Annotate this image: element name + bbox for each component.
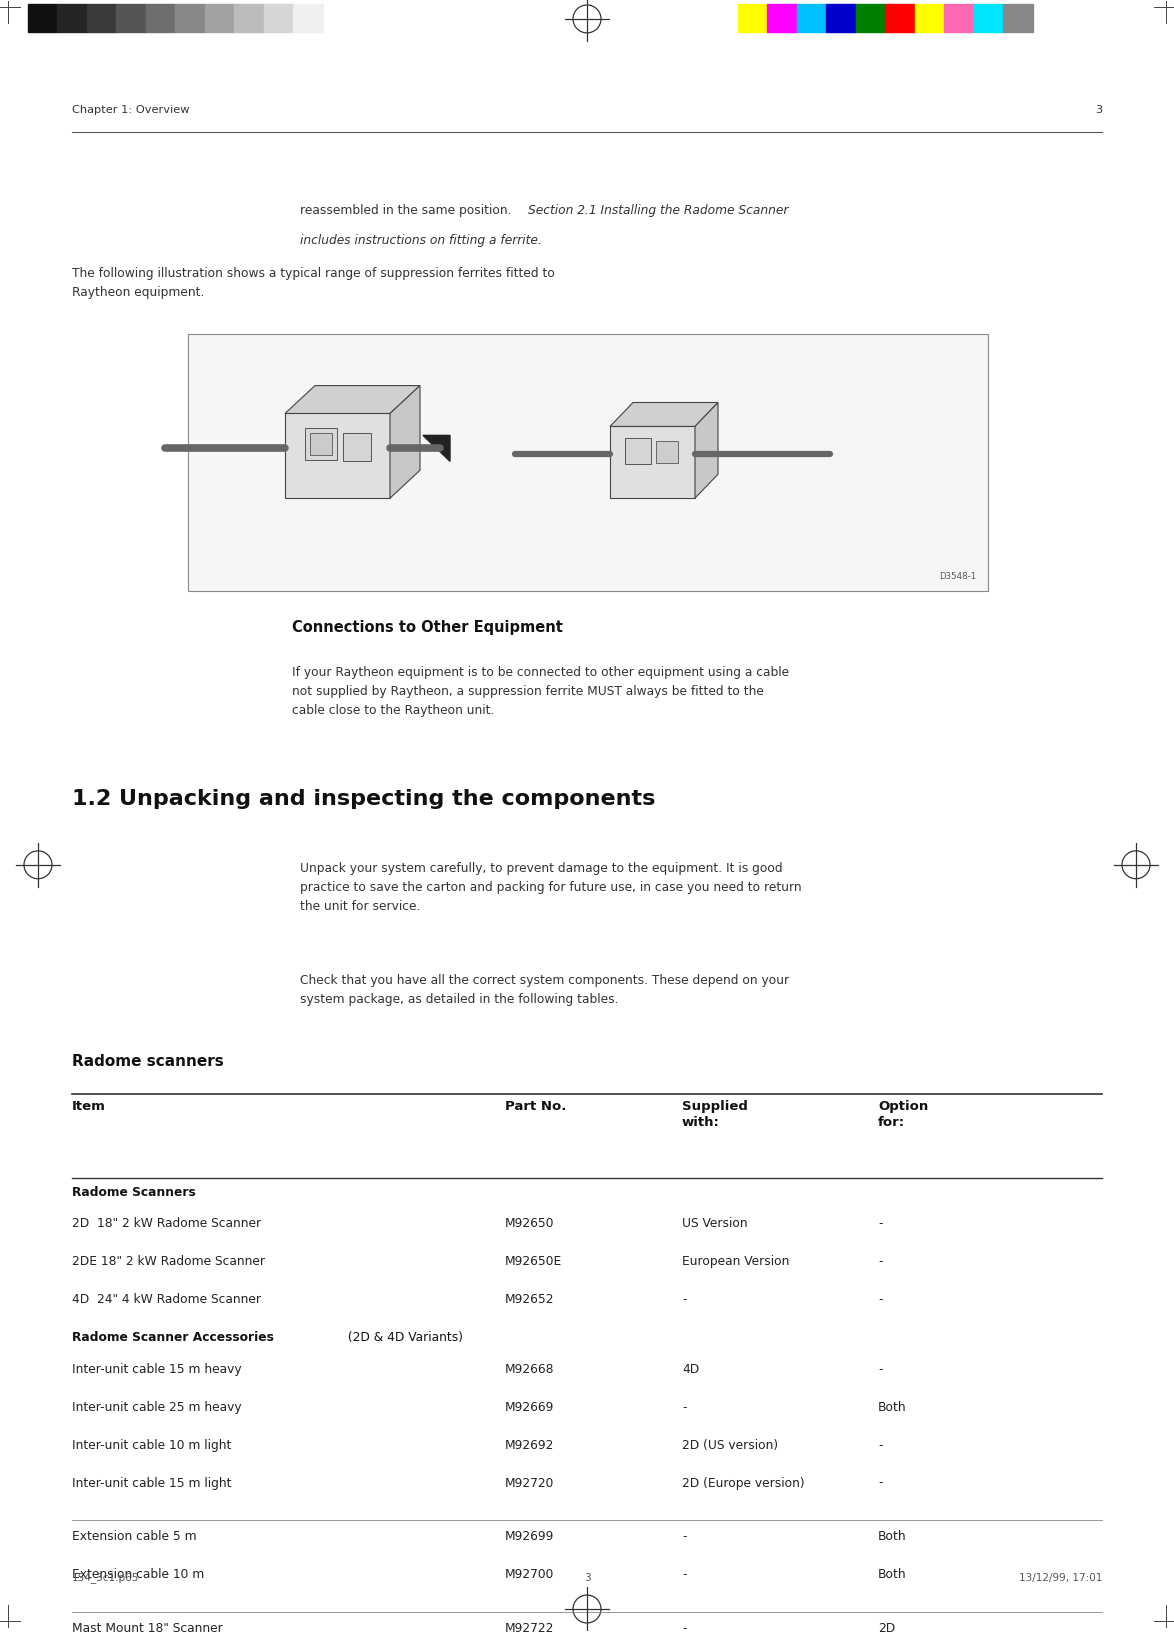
Text: -: -	[878, 1364, 883, 1377]
Bar	[146, 3, 175, 31]
Bar	[945, 3, 974, 31]
Bar	[305, 429, 337, 460]
Text: Check that you have all the correct system components. These depend on your
syst: Check that you have all the correct syst…	[301, 974, 789, 1007]
Text: D3548-1: D3548-1	[939, 571, 976, 581]
Text: Radome scanners: Radome scanners	[72, 1054, 224, 1069]
Text: 2DE 18" 2 kW Radome Scanner: 2DE 18" 2 kW Radome Scanner	[72, 1256, 265, 1269]
Text: (2D & 4D Variants): (2D & 4D Variants)	[344, 1331, 463, 1344]
Text: M92722: M92722	[505, 1622, 554, 1635]
Text: Both: Both	[878, 1568, 906, 1581]
Text: Unpack your system carefully, to prevent damage to the equipment. It is good
pra: Unpack your system carefully, to prevent…	[301, 861, 802, 913]
Text: Radome Scanner Accessories: Radome Scanner Accessories	[72, 1331, 274, 1344]
Bar	[87, 3, 116, 31]
Bar	[116, 3, 146, 31]
Bar	[768, 3, 797, 31]
Text: US Version: US Version	[682, 1218, 748, 1231]
Bar	[826, 3, 856, 31]
Bar	[625, 439, 652, 465]
Text: 2D (Europe version): 2D (Europe version)	[682, 1477, 804, 1490]
Polygon shape	[285, 386, 420, 414]
Text: 3: 3	[1094, 105, 1102, 115]
Text: Item: Item	[72, 1100, 106, 1113]
Text: M92650E: M92650E	[505, 1256, 562, 1269]
Polygon shape	[390, 386, 420, 498]
Text: If your Raytheon equipment is to be connected to other equipment using a cable
n: If your Raytheon equipment is to be conn…	[292, 666, 789, 717]
Text: Inter-unit cable 25 m heavy: Inter-unit cable 25 m heavy	[72, 1401, 242, 1414]
Bar	[205, 3, 235, 31]
Text: M92650: M92650	[505, 1218, 554, 1231]
Text: -: -	[682, 1568, 687, 1581]
Text: -: -	[682, 1622, 687, 1635]
Text: 4D: 4D	[682, 1364, 700, 1377]
Text: Extension cable 5 m: Extension cable 5 m	[72, 1531, 196, 1544]
Text: includes instructions on fitting a ferrite.: includes instructions on fitting a ferri…	[301, 234, 541, 247]
Bar	[285, 414, 390, 498]
Bar	[974, 3, 1004, 31]
Text: M92700: M92700	[505, 1568, 554, 1581]
Text: 2D  18" 2 kW Radome Scanner: 2D 18" 2 kW Radome Scanner	[72, 1218, 261, 1231]
Text: -: -	[878, 1218, 883, 1231]
Text: 154_3c1.p65: 154_3c1.p65	[72, 1572, 140, 1583]
Polygon shape	[695, 403, 718, 498]
Bar	[294, 3, 323, 31]
Bar	[58, 3, 87, 31]
Text: M92669: M92669	[505, 1401, 554, 1414]
Bar	[343, 434, 371, 462]
Text: 13/12/99, 17:01: 13/12/99, 17:01	[1019, 1573, 1102, 1583]
Bar	[856, 3, 885, 31]
Text: Both: Both	[878, 1401, 906, 1414]
Text: Part No.: Part No.	[505, 1100, 566, 1113]
Bar	[188, 334, 989, 591]
Text: 1.2 Unpacking and inspecting the components: 1.2 Unpacking and inspecting the compone…	[72, 789, 655, 809]
Text: Supplied
with:: Supplied with:	[682, 1100, 748, 1130]
Text: 2D (US version): 2D (US version)	[682, 1439, 778, 1452]
Bar	[1004, 3, 1033, 31]
Text: Section 2.1 Installing the Radome Scanner: Section 2.1 Installing the Radome Scanne…	[528, 205, 789, 218]
Text: Mast Mount 18" Scanner: Mast Mount 18" Scanner	[72, 1622, 223, 1635]
Text: Inter-unit cable 10 m light: Inter-unit cable 10 m light	[72, 1439, 231, 1452]
Text: Extension cable 10 m: Extension cable 10 m	[72, 1568, 204, 1581]
Text: M92692: M92692	[505, 1439, 554, 1452]
Text: -: -	[682, 1401, 687, 1414]
Text: Connections to Other Equipment: Connections to Other Equipment	[292, 620, 562, 635]
Bar	[28, 3, 58, 31]
Text: reassembled in the same position.: reassembled in the same position.	[301, 205, 515, 218]
Text: Radome Scanners: Radome Scanners	[72, 1185, 196, 1198]
Text: Inter-unit cable 15 m heavy: Inter-unit cable 15 m heavy	[72, 1364, 242, 1377]
Text: M92720: M92720	[505, 1477, 554, 1490]
Bar	[915, 3, 945, 31]
Text: Option
for:: Option for:	[878, 1100, 929, 1130]
Text: Chapter 1: Overview: Chapter 1: Overview	[72, 105, 189, 115]
Bar	[310, 434, 332, 455]
Text: -: -	[878, 1439, 883, 1452]
Text: M92699: M92699	[505, 1531, 554, 1544]
Text: -: -	[878, 1256, 883, 1269]
Text: -: -	[878, 1477, 883, 1490]
Text: M92668: M92668	[505, 1364, 554, 1377]
Bar	[610, 426, 695, 498]
Text: 3: 3	[583, 1573, 591, 1583]
Bar	[264, 3, 294, 31]
Bar	[885, 3, 915, 31]
Text: European Version: European Version	[682, 1256, 789, 1269]
Text: Both: Both	[878, 1531, 906, 1544]
Text: -: -	[878, 1293, 883, 1306]
Text: Inter-unit cable 15 m light: Inter-unit cable 15 m light	[72, 1477, 231, 1490]
Text: -: -	[682, 1293, 687, 1306]
Polygon shape	[423, 435, 450, 462]
Polygon shape	[610, 403, 718, 426]
Text: 2D: 2D	[878, 1622, 896, 1635]
Bar	[235, 3, 264, 31]
Text: 4D  24" 4 kW Radome Scanner: 4D 24" 4 kW Radome Scanner	[72, 1293, 261, 1306]
Text: -: -	[682, 1531, 687, 1544]
Bar	[738, 3, 768, 31]
Text: M92652: M92652	[505, 1293, 554, 1306]
Text: The following illustration shows a typical range of suppression ferrites fitted : The following illustration shows a typic…	[72, 267, 555, 298]
Bar	[656, 442, 679, 463]
Bar	[797, 3, 826, 31]
Bar	[175, 3, 205, 31]
